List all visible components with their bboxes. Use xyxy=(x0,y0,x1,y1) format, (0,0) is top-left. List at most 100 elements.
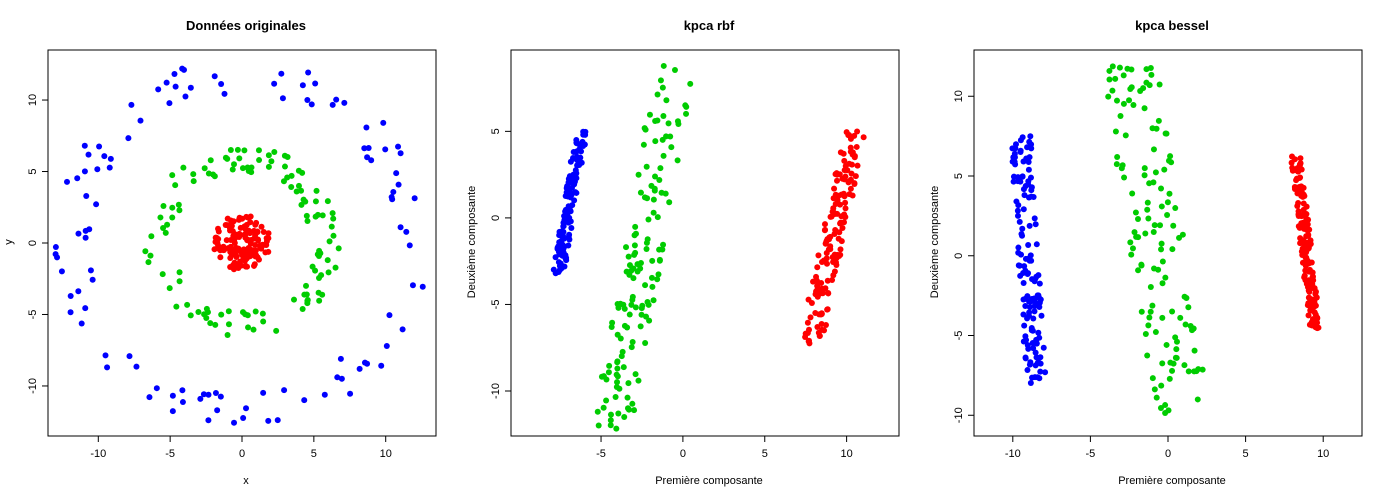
data-point xyxy=(1030,345,1037,352)
data-point xyxy=(301,291,308,298)
data-point xyxy=(808,300,815,306)
data-point xyxy=(645,301,652,308)
data-point xyxy=(244,263,251,270)
data-point xyxy=(650,209,657,216)
data-point xyxy=(1112,128,1119,135)
data-point xyxy=(87,267,94,274)
data-point xyxy=(1035,272,1042,279)
data-point xyxy=(1009,145,1016,152)
data-point xyxy=(1122,132,1129,139)
data-point xyxy=(1021,263,1028,270)
data-point xyxy=(660,112,667,119)
data-point xyxy=(1289,167,1296,174)
data-point xyxy=(126,353,133,360)
data-point xyxy=(312,267,319,274)
x-tick-label: 10 xyxy=(840,448,852,460)
data-point xyxy=(229,166,236,173)
data-point xyxy=(642,340,649,347)
data-point xyxy=(674,118,681,125)
data-point xyxy=(1152,169,1159,176)
data-point xyxy=(255,256,262,263)
data-point xyxy=(847,185,854,192)
data-point xyxy=(1021,322,1028,329)
data-point xyxy=(223,237,230,244)
data-point xyxy=(1158,240,1165,247)
data-point xyxy=(364,360,371,367)
data-point xyxy=(324,198,331,205)
data-point xyxy=(595,422,602,429)
data-point xyxy=(1141,165,1148,172)
data-point xyxy=(1314,314,1321,321)
data-point xyxy=(635,377,642,384)
data-point xyxy=(1124,65,1131,72)
data-point xyxy=(1172,205,1179,212)
y-tick-label: 5 xyxy=(27,168,39,174)
data-point xyxy=(645,216,652,223)
data-point xyxy=(1158,246,1165,253)
data-point xyxy=(101,153,108,160)
data-point xyxy=(222,154,229,161)
data-point xyxy=(279,95,286,102)
data-point xyxy=(630,275,637,282)
data-point xyxy=(631,242,638,249)
data-point xyxy=(179,399,186,406)
data-point xyxy=(1301,238,1308,245)
data-point xyxy=(324,257,331,264)
data-point xyxy=(75,288,82,295)
data-point xyxy=(288,172,295,179)
data-point xyxy=(814,278,821,285)
plot-area: -5 0 5 10 -10 -5 0 5 xyxy=(490,49,900,460)
data-point xyxy=(321,391,328,398)
x-tick-label: 0 xyxy=(239,448,245,460)
data-point xyxy=(395,181,402,188)
data-point xyxy=(568,225,575,232)
data-point xyxy=(603,397,610,404)
data-point xyxy=(1105,93,1112,100)
data-point xyxy=(1152,329,1159,336)
data-point xyxy=(182,93,189,100)
data-point xyxy=(239,215,246,222)
data-point xyxy=(824,306,831,313)
data-point xyxy=(160,202,167,209)
data-point xyxy=(804,319,811,326)
data-point xyxy=(1296,162,1303,169)
data-point xyxy=(654,214,661,221)
data-point xyxy=(1019,173,1026,180)
data-point xyxy=(648,274,655,281)
data-point xyxy=(361,145,368,152)
data-point xyxy=(848,170,855,177)
x-axis-label: Première composante xyxy=(1118,475,1226,487)
data-point xyxy=(1289,153,1295,160)
y-tick-label: -5 xyxy=(27,310,39,320)
data-point xyxy=(378,362,385,369)
data-point xyxy=(107,155,114,162)
data-point xyxy=(1135,267,1142,274)
data-point xyxy=(225,321,232,328)
data-point xyxy=(628,344,635,351)
data-point xyxy=(1158,203,1165,210)
data-point xyxy=(824,277,831,284)
data-point xyxy=(201,311,208,318)
data-point xyxy=(1147,284,1154,290)
data-point xyxy=(1199,366,1206,373)
x-tick-label: 0 xyxy=(680,448,686,460)
data-point xyxy=(1025,242,1032,249)
data-point xyxy=(1191,347,1198,354)
data-point xyxy=(213,234,220,241)
data-point xyxy=(228,252,235,259)
data-point xyxy=(625,380,632,387)
data-point xyxy=(75,230,82,237)
data-point xyxy=(295,167,302,174)
data-point xyxy=(260,389,267,396)
data-point xyxy=(617,335,624,342)
data-point xyxy=(255,237,262,244)
data-point xyxy=(1025,158,1032,165)
data-point xyxy=(614,379,621,386)
data-point xyxy=(1155,117,1162,124)
data-point xyxy=(1029,327,1036,334)
data-point xyxy=(637,265,644,272)
data-point xyxy=(1017,178,1024,185)
data-point xyxy=(1037,368,1044,375)
data-point xyxy=(218,81,225,88)
data-point xyxy=(257,244,264,251)
